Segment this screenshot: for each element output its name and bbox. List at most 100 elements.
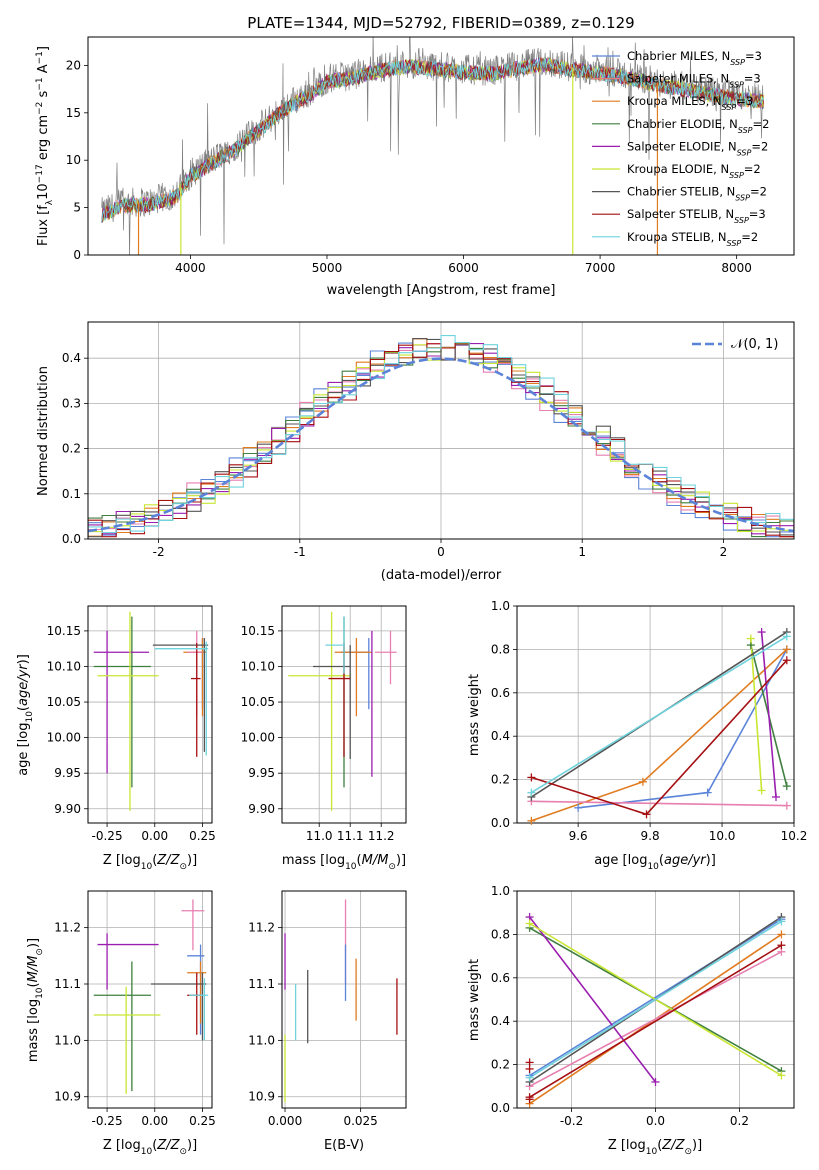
y-tick-label: 0.2 (491, 773, 510, 787)
label-part: −1 (35, 77, 45, 90)
legend-tail: =3 (744, 72, 761, 86)
mass-vs-ebv-panel: 0.000 0.025 10.9 11.0 11.1 11.2 E(B-V) (248, 890, 407, 1153)
x-tick-label: 11.2 (368, 829, 395, 843)
y-tick-label: 10 (66, 153, 81, 167)
gaussian-curve (88, 357, 794, 533)
label-part: ( (26, 982, 41, 987)
y-tick-label: 10.15 (47, 624, 81, 638)
legend-text: Chabrier STELIB, N (627, 185, 735, 199)
x-tick-label: 2 (720, 545, 728, 559)
x-tick-label: 7000 (585, 261, 616, 275)
label-part: 10 (25, 711, 35, 723)
x-axis-label: Z [log10(Z/Z⊙)] (103, 853, 197, 872)
legend-sub: SSP (735, 193, 750, 202)
label-part: M/M (26, 956, 41, 983)
y-tick-label: 11.1 (248, 977, 275, 991)
y-tick-label: 0.8 (491, 927, 510, 941)
series-line-kroupa_stelib (530, 635, 788, 794)
label-part: ( (357, 853, 362, 868)
y-tick-label: 0 (73, 248, 81, 262)
label-part: ( (659, 853, 664, 868)
spectrum-panel: 4000 5000 6000 7000 8000 0 5 10 15 20 wavelength [… (35, 36, 795, 298)
x-axis-label: Z [log10(Z/Z⊙)] (608, 1138, 702, 1157)
x-axis-label: (data-model)/error (381, 568, 502, 583)
plot-area-residuals (88, 335, 794, 538)
mass-weight-vs-z-panel: -0.2 0.0 0.2 0.0 0.2 0.4 0.6 0.8 1.0 Z [log10(Z/Z… (467, 884, 795, 1157)
legend-label: Chabrier MILES, NSSP=3 (627, 49, 762, 67)
y-tick-label: 0.2 (62, 442, 81, 456)
legend-sub: SSP (722, 103, 737, 112)
legend-sub: SSP (730, 58, 745, 67)
y-axis-label: Flux [fλ10−17 erg cm−2 s−1 A−1] (35, 46, 55, 246)
y-tick-label: 10.10 (47, 659, 81, 673)
x-tick-label: 8000 (721, 261, 752, 275)
label-part: age/yr (664, 853, 707, 868)
label-part: ] (36, 46, 51, 51)
y-tick-label: 0.0 (491, 1101, 510, 1115)
y-axis-label: mass [log10(M/M⊙)] (26, 938, 45, 1062)
x-tick-label: 0.25 (189, 829, 216, 843)
residuals-panel: -2 -1 0 1 2 0.0 0.1 0.2 0.3 0.4 𝒩(0, 1) (data-model… (36, 321, 795, 583)
legend-text: Kroupa MILES, N (627, 94, 722, 108)
x-axis-label: mass [log10(M/M⊙)] (282, 853, 406, 872)
legend-text: Salpeter ELODIE, N (627, 139, 737, 153)
axes-frame (281, 605, 407, 824)
y-axis-label: mass weight (467, 959, 482, 1041)
y-tick-label: 10.10 (241, 659, 275, 673)
legend-text: Chabrier ELODIE, N (627, 117, 738, 131)
label-part: ⊙ (35, 948, 45, 956)
legend-label: Salpeter MILES, NSSP=3 (627, 72, 761, 90)
legend-text: Kroupa STELIB, N (627, 230, 727, 244)
legend-label: Kroupa ELODIE, NSSP=2 (627, 162, 761, 180)
label-part: ( (657, 1138, 662, 1153)
y-tick-label: 0.6 (491, 971, 510, 985)
x-tick-label: 11.0 (306, 829, 333, 843)
x-tick-label: 9.8 (641, 829, 660, 843)
label-part: M/M (362, 853, 389, 868)
axes-frame (87, 36, 795, 256)
x-tick-label: 11.1 (337, 829, 364, 843)
plot-area-mass_weight_vs_z (528, 916, 782, 1105)
figure-title: PLATE=1344, MJD=52792, FIBERID=0389, z=0… (247, 14, 634, 32)
label-part: age/yr (16, 663, 31, 706)
y-axis-label: Normed distribution (36, 366, 51, 496)
x-tick-label: 10.2 (781, 829, 808, 843)
x-tick-label: 10.0 (709, 829, 736, 843)
series-line-salpeter_elodie (528, 916, 657, 1083)
series-line-kroupa_stelib (529, 920, 782, 1079)
y-tick-label: 9.95 (54, 766, 81, 780)
label-part: ( (152, 853, 157, 868)
legend-tail: =2 (741, 230, 758, 244)
x-tick-label: -2 (153, 545, 165, 559)
legend-label: Kroupa STELIB, NSSP=2 (627, 230, 758, 248)
legend-sub: SSP (737, 148, 752, 157)
axes-frame (87, 890, 213, 1109)
legend-text: Salpeter STELIB, N (627, 207, 734, 221)
series-line-salpeter_elodie (760, 631, 777, 798)
x-tick-label: -0.25 (92, 829, 123, 843)
label-part: )] (396, 853, 406, 868)
legend-label: Chabrier ELODIE, NSSP=2 (627, 117, 769, 135)
y-tick-label: 11.0 (54, 1033, 81, 1047)
y-tick-label: 10.05 (47, 695, 81, 709)
plot-area-spectrum (101, 37, 765, 255)
y-tick-label: 0.2 (491, 1058, 510, 1072)
model-line-kroupa_stelib (101, 57, 765, 223)
legend-sub: SSP (734, 216, 749, 225)
model-line-salpeter_stelib (101, 56, 765, 223)
x-tick-label: 0 (437, 545, 445, 559)
label-part: Flux [f (36, 205, 51, 246)
label-part: Z [log (103, 1138, 141, 1153)
label-part: ⊙ (179, 1147, 187, 1157)
label-part: age [log (594, 853, 647, 868)
label-part: 10 (36, 183, 51, 200)
label-part: −17 (35, 164, 45, 183)
y-tick-label: 11.2 (248, 921, 275, 935)
legend-tail: =3 (749, 207, 766, 221)
x-tick-label: 5000 (312, 261, 343, 275)
legend-sub: SSP (729, 80, 744, 89)
y-tick-label: 1.0 (491, 599, 510, 613)
axes-frame (516, 605, 795, 824)
label-part: ⊙ (684, 1147, 692, 1157)
